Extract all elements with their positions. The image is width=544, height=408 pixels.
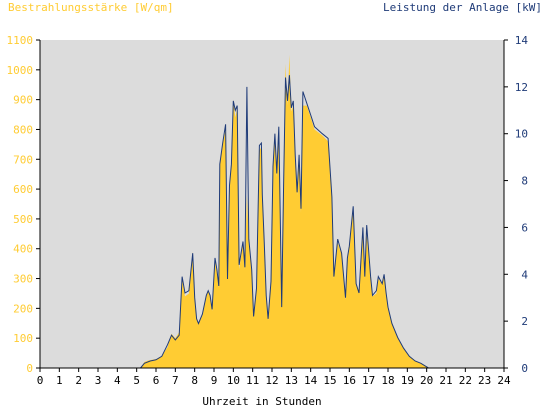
left-tick-label: 100 bbox=[13, 332, 33, 345]
x-tick-label: 15 bbox=[323, 374, 336, 387]
irradiance-area bbox=[40, 54, 504, 369]
x-tick-label: 0 bbox=[37, 374, 44, 387]
x-tick-label: 20 bbox=[420, 374, 433, 387]
right-tick-label: 10 bbox=[515, 128, 528, 141]
x-tick-label: 23 bbox=[478, 374, 491, 387]
left-tick-label: 1100 bbox=[7, 34, 34, 47]
left-tick-label: 0 bbox=[26, 362, 33, 375]
x-tick-label: 9 bbox=[211, 374, 218, 387]
power-line-layer bbox=[40, 75, 504, 369]
x-tick-label: 12 bbox=[265, 374, 278, 387]
left-tick-label: 300 bbox=[13, 273, 33, 286]
x-tick-label: 1 bbox=[56, 374, 63, 387]
left-axis-title: Bestrahlungsstärke [W/qm] bbox=[8, 1, 174, 14]
x-tick-label: 18 bbox=[381, 374, 394, 387]
x-tick-label: 13 bbox=[285, 374, 298, 387]
right-tick-label: 6 bbox=[521, 221, 528, 234]
left-tick-label: 200 bbox=[13, 302, 33, 315]
x-ticks: 0 1 2 3 4 5 6 7 8 9 10 11 12 13 14 15 16 17 18 19 20 21 22 23 24 bbox=[37, 368, 511, 387]
x-tick-label: 5 bbox=[133, 374, 140, 387]
right-tick-label: 2 bbox=[521, 315, 528, 328]
x-tick-label: 10 bbox=[227, 374, 240, 387]
x-tick-label: 24 bbox=[497, 374, 511, 387]
power-line bbox=[40, 75, 504, 369]
left-tick-label: 700 bbox=[13, 153, 33, 166]
x-tick-label: 19 bbox=[401, 374, 414, 387]
x-tick-label: 4 bbox=[114, 374, 121, 387]
left-tick-label: 400 bbox=[13, 243, 33, 256]
x-tick-label: 11 bbox=[246, 374, 259, 387]
right-ticks: 0 2 4 6 8 10 12 14 bbox=[504, 34, 528, 375]
left-tick-label: 800 bbox=[13, 123, 33, 136]
x-tick-label: 21 bbox=[439, 374, 452, 387]
x-tick-label: 7 bbox=[172, 374, 179, 387]
left-ticks: 0 100 200 300 400 500 600 700 800 900 1000 1100 bbox=[7, 34, 40, 375]
x-axis-title: Uhrzeit in Stunden bbox=[202, 395, 321, 408]
left-tick-label: 1000 bbox=[7, 64, 34, 77]
x-tick-label: 6 bbox=[153, 374, 160, 387]
right-tick-label: 12 bbox=[515, 81, 528, 94]
x-tick-label: 17 bbox=[362, 374, 375, 387]
x-tick-label: 3 bbox=[95, 374, 102, 387]
right-tick-label: 14 bbox=[515, 34, 529, 47]
x-tick-label: 16 bbox=[343, 374, 356, 387]
left-tick-label: 900 bbox=[13, 94, 33, 107]
right-tick-label: 0 bbox=[521, 362, 528, 375]
irradiance-area-layer bbox=[40, 54, 504, 369]
right-tick-label: 4 bbox=[521, 268, 528, 281]
left-tick-label: 500 bbox=[13, 213, 33, 226]
left-tick-label: 600 bbox=[13, 183, 33, 196]
x-tick-label: 14 bbox=[304, 374, 318, 387]
right-axis-title: Leistung der Anlage [kW] bbox=[383, 1, 542, 14]
x-tick-label: 8 bbox=[191, 374, 198, 387]
right-tick-label: 8 bbox=[521, 175, 528, 188]
x-tick-label: 2 bbox=[75, 374, 82, 387]
x-tick-label: 22 bbox=[459, 374, 472, 387]
